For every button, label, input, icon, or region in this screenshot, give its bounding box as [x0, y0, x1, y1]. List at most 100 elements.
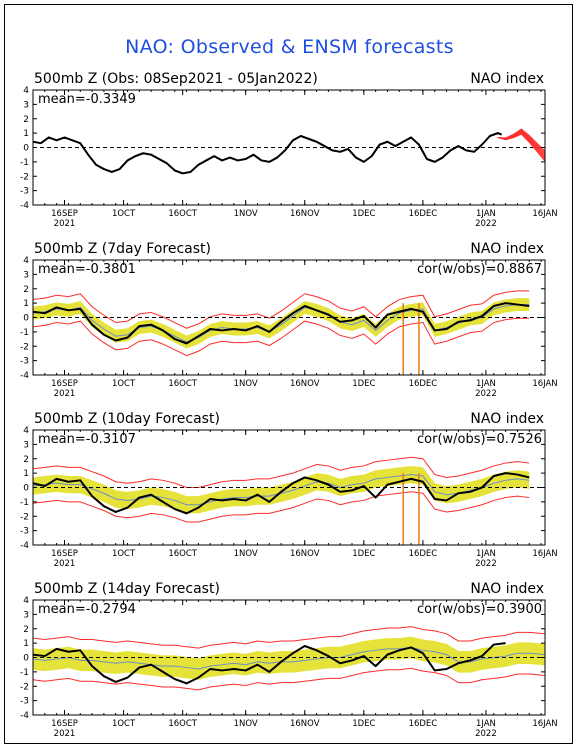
envelope-upper	[33, 456, 530, 488]
panel-title: 500mb Z (10day Forecast)	[34, 411, 220, 427]
y-tick-label: 1	[23, 129, 29, 139]
x-tick-year-label: 2021	[54, 729, 76, 739]
y-tick-label: -3	[20, 697, 29, 707]
x-tick-label: 1DEC	[352, 549, 375, 559]
y-tick-label: -2	[20, 682, 29, 692]
panel-title: 500mb Z (14day Forecast)	[34, 581, 220, 597]
observed-line	[33, 302, 530, 345]
y-tick-label: -1	[20, 158, 29, 168]
observed-line	[33, 472, 530, 515]
envelope-upper	[33, 290, 530, 329]
y-tick-label: 3	[23, 270, 29, 280]
y-tick-label: 3	[23, 100, 29, 110]
plot-area	[33, 290, 545, 375]
envelope-upper	[33, 626, 545, 649]
forecast-member-line	[497, 128, 545, 152]
y-tick-label: 0	[23, 654, 29, 664]
x-tick-label: 16OCT	[168, 209, 197, 219]
figure-title: NAO: Observed & ENSM forecasts	[125, 36, 454, 58]
y-tick-label: 0	[23, 484, 29, 494]
y-tick-label: -4	[20, 201, 29, 211]
y-tick-label: 0	[23, 314, 29, 324]
panel-right-title: NAO index	[470, 241, 544, 257]
y-tick-label: -4	[20, 541, 29, 551]
y-tick-label: -2	[20, 512, 29, 522]
x-tick-label: 1JAN	[476, 379, 496, 389]
x-tick-label: 1NOV	[234, 719, 258, 729]
chart-panel-1: 500mb Z (Obs: 08Sep2021 - 05Jan2022) NAO …	[20, 71, 558, 229]
x-tick-label: 16SEP	[51, 379, 78, 389]
x-tick-label: 16JAN	[532, 209, 557, 219]
y-tick-label: 0	[23, 144, 29, 154]
figure-frame	[4, 4, 573, 744]
x-tick-label: 16SEP	[51, 549, 78, 559]
x-tick-year-label: 2021	[54, 559, 76, 569]
y-tick-label: 4	[23, 86, 29, 96]
y-tick-label: -4	[20, 371, 29, 381]
y-tick-label: 2	[23, 625, 29, 635]
x-tick-label: 16NOV	[290, 549, 320, 559]
y-tick-label: -1	[20, 498, 29, 508]
y-tick-label: 2	[23, 285, 29, 295]
x-tick-label: 16NOV	[290, 379, 320, 389]
x-tick-label: 16DEC	[409, 379, 438, 389]
y-tick-label: -3	[20, 527, 29, 537]
ensemble-mean-line	[33, 646, 545, 670]
y-tick-label: 3	[23, 610, 29, 620]
x-tick-label: 1DEC	[352, 379, 375, 389]
x-tick-label: 1OCT	[112, 379, 136, 389]
panel-right-title: NAO index	[470, 411, 544, 427]
y-tick-label: 2	[23, 115, 29, 125]
y-tick-label: 4	[23, 256, 29, 266]
panel-title: 500mb Z (Obs: 08Sep2021 - 05Jan2022)	[34, 71, 318, 87]
mean-label: mean=-0.2794	[38, 602, 136, 617]
plot-area	[33, 128, 545, 175]
x-tick-label: 16NOV	[290, 209, 320, 219]
spread-band	[33, 465, 530, 514]
x-tick-label: 1OCT	[112, 209, 136, 219]
x-tick-label: 1JAN	[476, 209, 496, 219]
x-tick-label: 16DEC	[409, 549, 438, 559]
x-tick-label: 16DEC	[409, 719, 438, 729]
y-tick-label: 1	[23, 639, 29, 649]
ensemble-mean-line	[33, 474, 530, 506]
y-tick-label: 4	[23, 596, 29, 606]
envelope-lower	[33, 667, 545, 691]
x-tick-label: 16NOV	[290, 719, 320, 729]
envelope-lower	[33, 491, 530, 523]
y-tick-label: -4	[20, 711, 29, 721]
x-tick-label: 1OCT	[112, 549, 136, 559]
panel-title: 500mb Z (7day Forecast)	[34, 241, 211, 257]
correlation-label: cor(w/obs)=0.3900	[417, 602, 542, 617]
panel-right-title: NAO index	[470, 581, 544, 597]
x-tick-year-label: 2021	[54, 389, 76, 399]
x-tick-year-label: 2021	[54, 219, 76, 229]
y-tick-label: -1	[20, 668, 29, 678]
x-tick-label: 16JAN	[532, 719, 557, 729]
x-tick-label: 1NOV	[234, 379, 258, 389]
envelope-lower	[33, 317, 530, 357]
x-tick-label: 16OCT	[168, 379, 197, 389]
x-tick-label: 16OCT	[168, 549, 197, 559]
observed-line	[33, 642, 506, 685]
y-tick-label: 4	[23, 426, 29, 436]
plot-area	[33, 626, 545, 691]
y-tick-label: 1	[23, 469, 29, 479]
y-tick-label: -2	[20, 342, 29, 352]
x-tick-label: 1JAN	[476, 549, 496, 559]
spread-band	[33, 636, 545, 680]
x-tick-label: 16DEC	[409, 209, 438, 219]
x-tick-label: 16SEP	[51, 209, 78, 219]
x-tick-year-label: 2022	[475, 219, 497, 229]
y-tick-label: 2	[23, 455, 29, 465]
x-tick-label: 1DEC	[352, 719, 375, 729]
ensemble-mean-line	[33, 304, 530, 343]
correlation-label: cor(w/obs)=0.7526	[417, 432, 542, 447]
x-tick-year-label: 2022	[475, 729, 497, 739]
x-tick-label: 16OCT	[168, 719, 197, 729]
y-tick-label: -1	[20, 328, 29, 338]
y-tick-label: -2	[20, 172, 29, 182]
mean-label: mean=-0.3801	[38, 262, 136, 277]
plot-area	[33, 456, 545, 545]
